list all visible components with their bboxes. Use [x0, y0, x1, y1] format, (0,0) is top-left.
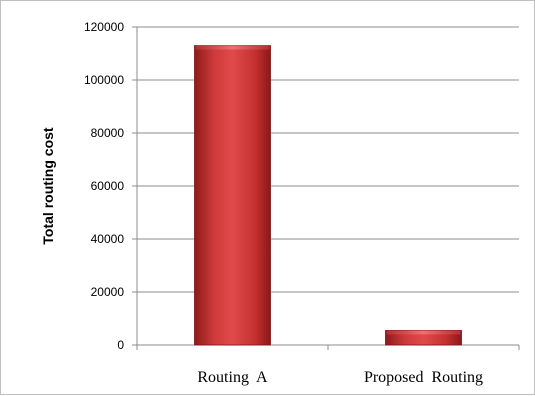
bars: [194, 45, 462, 346]
bar-top-highlight: [386, 330, 461, 335]
bar-top-highlight: [195, 45, 270, 50]
y-tick-label: 80000: [91, 126, 125, 140]
y-axis-title: Total routing cost: [40, 127, 56, 245]
x-category-label: Proposed Routing: [364, 369, 483, 386]
y-tick-label: 120000: [84, 20, 124, 34]
y-tick-label: 40000: [91, 232, 125, 246]
y-tick-label: 100000: [84, 73, 124, 87]
x-category-labels: Routing A Proposed Routing: [136, 345, 520, 386]
y-tick-label: 20000: [91, 285, 125, 299]
y-tick-label: 60000: [91, 179, 125, 193]
x-category-label: Routing A: [197, 369, 268, 386]
bar-body: [194, 45, 271, 346]
bar: [385, 330, 462, 346]
bar: [194, 45, 271, 346]
y-tick-label: 0: [117, 338, 124, 352]
y-tick-labels: 0 20000 40000 60000 80000 100000 120000: [84, 20, 137, 352]
